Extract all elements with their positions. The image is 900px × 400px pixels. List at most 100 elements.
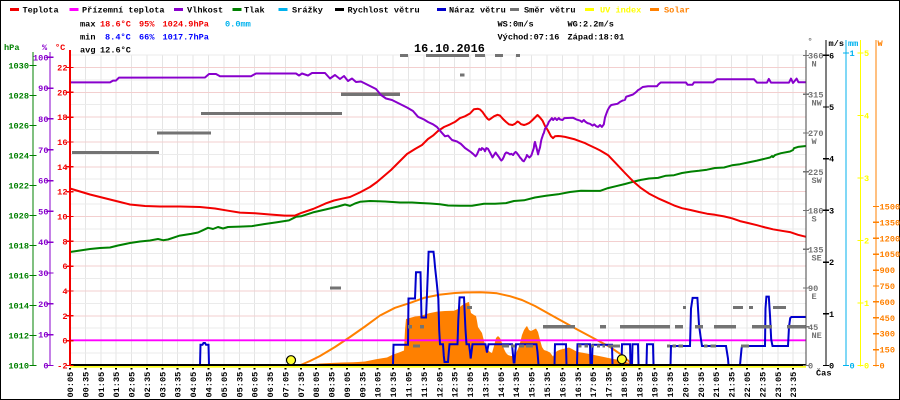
svg-text:270: 270 [808, 129, 823, 139]
svg-text:Vlhkost: Vlhkost [187, 6, 223, 16]
svg-text:W: W [878, 39, 884, 49]
svg-text:05:05: 05:05 [220, 372, 230, 398]
svg-text:Rychlost větru: Rychlost větru [348, 6, 420, 16]
svg-text:2: 2 [62, 312, 67, 322]
svg-text:80: 80 [38, 115, 48, 125]
svg-text:mm: mm [848, 39, 858, 49]
svg-text:°: ° [808, 37, 813, 47]
svg-text:11:05: 11:05 [405, 372, 415, 398]
svg-text:03:05: 03:05 [158, 372, 168, 398]
svg-text:07:35: 07:35 [297, 372, 307, 398]
svg-text:02:05: 02:05 [128, 372, 138, 398]
svg-text:225: 225 [808, 168, 823, 178]
svg-text:03:35: 03:35 [174, 372, 184, 398]
svg-text:1500: 1500 [880, 203, 900, 213]
svg-text:4: 4 [829, 155, 834, 165]
svg-text:Východ:07:16: Východ:07:16 [498, 33, 560, 43]
svg-text:12:35: 12:35 [451, 372, 461, 398]
svg-text:hPa: hPa [4, 43, 19, 53]
svg-text:m/s: m/s [829, 39, 844, 49]
svg-text:12:05: 12:05 [435, 372, 445, 398]
svg-text:0: 0 [808, 362, 813, 372]
svg-text:900: 900 [880, 266, 895, 276]
svg-text:21:35: 21:35 [728, 372, 738, 398]
svg-text:S: S [812, 215, 817, 225]
svg-text:3: 3 [864, 174, 869, 184]
svg-text:70: 70 [38, 146, 48, 156]
svg-text:07:05: 07:05 [281, 372, 291, 398]
svg-text:10:05: 10:05 [374, 372, 384, 398]
svg-text:90: 90 [38, 84, 48, 94]
svg-text:23:35: 23:35 [789, 372, 799, 398]
svg-text:18:35: 18:35 [635, 372, 645, 398]
svg-text:8: 8 [62, 237, 67, 247]
svg-text:0: 0 [43, 362, 48, 372]
svg-text:avg: avg [80, 46, 95, 56]
svg-text:°C: °C [55, 43, 65, 53]
svg-text:4: 4 [62, 287, 67, 297]
svg-text:09:05: 09:05 [343, 372, 353, 398]
svg-text:13:35: 13:35 [481, 372, 491, 398]
svg-text:2: 2 [829, 258, 834, 268]
svg-text:60: 60 [38, 177, 48, 187]
svg-text:16:35: 16:35 [574, 372, 584, 398]
svg-text:02:35: 02:35 [143, 372, 153, 398]
svg-text:150: 150 [880, 346, 895, 356]
svg-text:3: 3 [829, 206, 834, 216]
svg-text:1017.7hPa: 1017.7hPa [163, 33, 209, 43]
svg-text:100: 100 [33, 53, 48, 63]
svg-text:08:35: 08:35 [328, 372, 338, 398]
svg-text:09:35: 09:35 [358, 372, 368, 398]
svg-text:0.0mm: 0.0mm [225, 20, 251, 30]
svg-text:Přízemní teplota: Přízemní teplota [82, 6, 165, 16]
svg-text:max: max [80, 20, 95, 30]
svg-text:18: 18 [57, 113, 67, 123]
svg-text:315: 315 [808, 90, 823, 100]
svg-text:1026: 1026 [8, 122, 29, 132]
svg-text:15:35: 15:35 [543, 372, 553, 398]
svg-text:Teplota: Teplota [23, 6, 59, 16]
svg-text:10: 10 [57, 213, 67, 223]
svg-text:22:35: 22:35 [758, 372, 768, 398]
svg-text:22: 22 [57, 64, 67, 74]
svg-text:30: 30 [38, 269, 48, 279]
svg-text:22:05: 22:05 [743, 372, 753, 398]
svg-text:40: 40 [38, 238, 48, 248]
svg-text:5: 5 [864, 49, 869, 59]
svg-text:1350: 1350 [880, 218, 900, 228]
svg-text:19:05: 19:05 [651, 372, 661, 398]
svg-text:Srážky: Srážky [292, 6, 323, 16]
svg-text:750: 750 [880, 282, 895, 292]
svg-text:1020: 1020 [8, 212, 29, 222]
svg-text:18:05: 18:05 [620, 372, 630, 398]
svg-text:6: 6 [62, 262, 67, 272]
svg-text:NE: NE [812, 331, 822, 341]
svg-text:20:35: 20:35 [697, 372, 707, 398]
svg-text:1: 1 [850, 49, 855, 59]
svg-text:15:05: 15:05 [528, 372, 538, 398]
svg-text:WG:2.2m/s: WG:2.2m/s [568, 20, 614, 30]
svg-text:45: 45 [808, 323, 818, 333]
svg-text:1: 1 [864, 299, 869, 309]
svg-text:05:35: 05:35 [235, 372, 245, 398]
svg-text:12.6°C: 12.6°C [100, 46, 131, 56]
svg-text:04:35: 04:35 [205, 372, 215, 398]
svg-text:E: E [812, 292, 817, 302]
svg-text:01:35: 01:35 [112, 372, 122, 398]
svg-text:Západ:18:01: Západ:18:01 [568, 33, 625, 43]
svg-text:18.6°C: 18.6°C [100, 20, 131, 30]
svg-text:16: 16 [57, 138, 67, 148]
svg-text:14:05: 14:05 [497, 372, 507, 398]
svg-text:1028: 1028 [8, 92, 29, 102]
svg-text:0: 0 [850, 362, 855, 372]
svg-text:1030: 1030 [8, 62, 29, 72]
svg-text:20: 20 [57, 88, 67, 98]
svg-text:450: 450 [880, 314, 895, 324]
svg-text:14:35: 14:35 [512, 372, 522, 398]
svg-text:N: N [812, 60, 817, 70]
svg-text:00:35: 00:35 [81, 372, 91, 398]
svg-text:1200: 1200 [880, 234, 900, 244]
svg-text:17:35: 17:35 [605, 372, 615, 398]
svg-text:1014: 1014 [8, 302, 29, 312]
svg-text:2: 2 [864, 237, 869, 247]
